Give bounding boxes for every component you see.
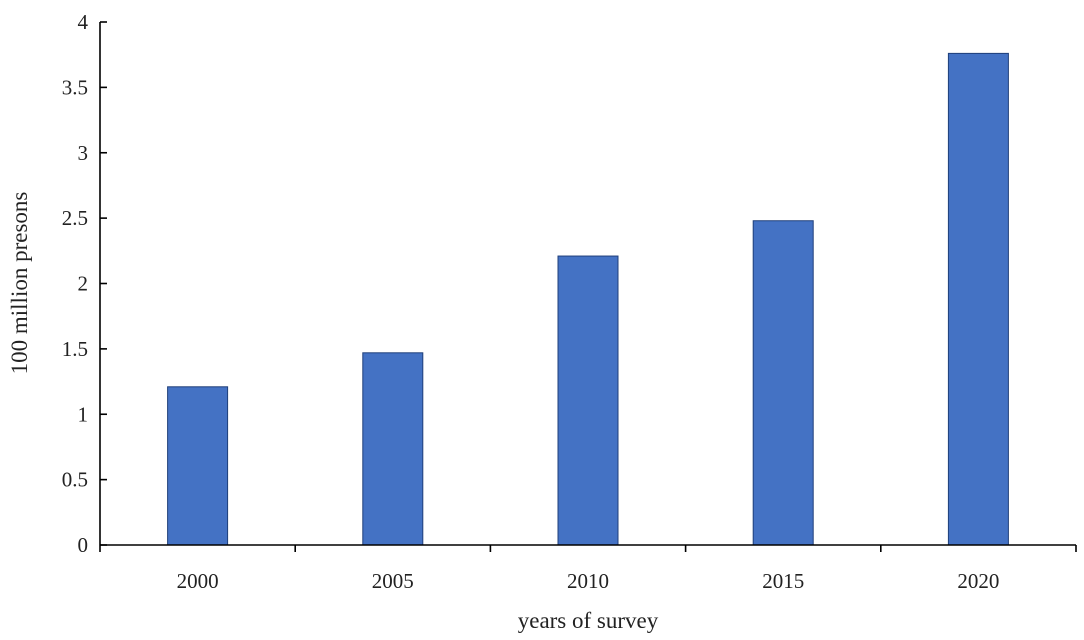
x-tick-label: 2015 <box>762 569 804 593</box>
x-tick-label: 2000 <box>177 569 219 593</box>
x-axis-label: years of survey <box>518 608 659 633</box>
y-tick-label: 1 <box>78 402 89 426</box>
x-ticks-group: 2000 2005 2010 2015 2020 <box>99 545 1077 593</box>
y-tick-label: 0.5 <box>62 468 88 492</box>
y-tick-label: 3.5 <box>62 75 88 99</box>
bar-2000 <box>167 386 229 546</box>
y-tick-label: 0 <box>78 533 89 557</box>
y-tick-label: 3 <box>78 141 89 165</box>
x-tick-label: 2020 <box>957 569 999 593</box>
y-tick-label: 1.5 <box>62 337 88 361</box>
x-tick-label: 2010 <box>567 569 609 593</box>
bar-2015 <box>752 220 814 546</box>
y-tick-label: 4 <box>78 10 89 34</box>
x-tick-label: 2005 <box>372 569 414 593</box>
bar-2010 <box>557 255 619 546</box>
bar-2005 <box>362 352 424 546</box>
y-ticks-group: 0 0.5 1 1.5 2 2.5 3 3.5 4 <box>62 10 107 557</box>
bar-2020 <box>947 52 1009 546</box>
y-axis-label: 100 million presons <box>7 192 32 375</box>
y-tick-label: 2.5 <box>62 206 88 230</box>
bars-group <box>167 52 1009 546</box>
y-tick-label: 2 <box>78 272 89 296</box>
